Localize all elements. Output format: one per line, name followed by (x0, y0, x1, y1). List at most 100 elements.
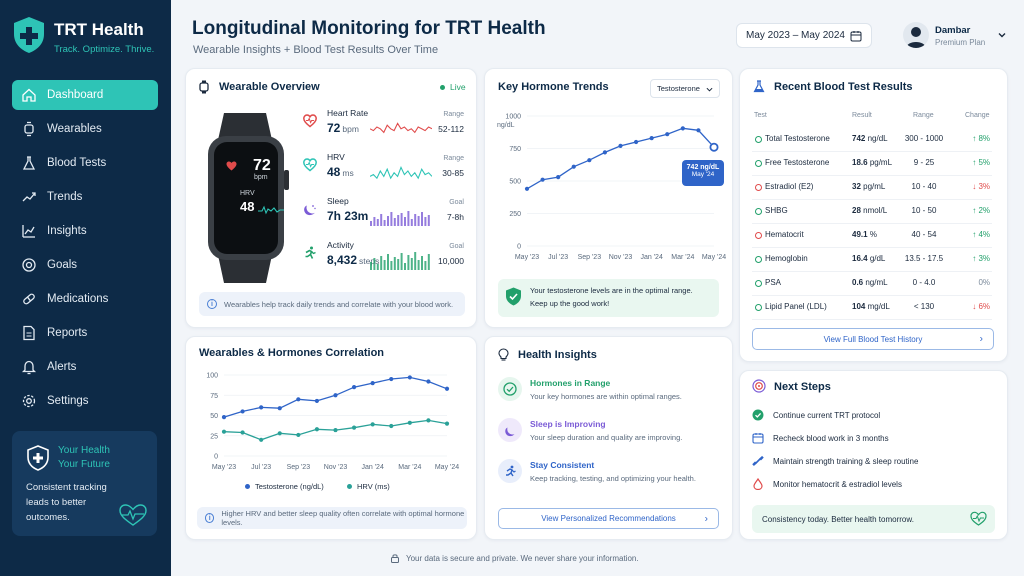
sidebar-item-alerts[interactable]: Alerts (12, 352, 158, 382)
wearable-note-text: Wearables help track daily trends and co… (224, 299, 454, 309)
metric-sparkline (370, 252, 430, 270)
dumbbell-icon (752, 455, 764, 466)
data-point[interactable] (277, 406, 282, 411)
flask-icon (753, 80, 765, 93)
data-point[interactable] (333, 393, 338, 398)
hormone-select[interactable]: Testosterone (650, 79, 720, 98)
data-point[interactable] (444, 386, 450, 391)
correlation-title: Wearables & Hormones Correlation (199, 347, 385, 359)
info-icon: i (207, 299, 217, 309)
data-point[interactable] (426, 418, 431, 423)
table-row[interactable]: Free Testosterone 18.6 pg/mL 9 - 25 ↑ 5% (752, 152, 992, 176)
watch-heart-rate-unit: bpm (254, 174, 268, 181)
data-point[interactable] (444, 421, 450, 426)
test-name: Hematocrit (765, 230, 804, 239)
data-point[interactable] (540, 177, 545, 182)
correlation-line-chart: 0 25 50 75 100 May '23 Jul '23 Sep '23 Nov '23 Ja… (206, 373, 459, 472)
table-row[interactable]: PSA 0.6 ng/mL 0 - 4.0 0% (752, 272, 992, 296)
result-value: 28 (852, 206, 861, 215)
view-recommendations-button[interactable]: View Personalized Recommendations › (498, 508, 719, 529)
table-row[interactable]: SHBG 28 nmol/L 10 - 50 ↑ 2% (752, 200, 992, 224)
result-unit: ng/dL (867, 134, 888, 143)
data-point[interactable] (259, 405, 264, 410)
table-row[interactable]: Hemoglobin 16.4 g/dL 13.5 - 17.5 ↑ 3% (752, 248, 992, 272)
data-point[interactable] (296, 432, 301, 438)
brand-name: TRT Health (54, 20, 144, 39)
sidebar-item-blood-tests[interactable]: Blood Tests (12, 148, 158, 178)
x-tick-label: May '24 (435, 464, 459, 471)
data-point[interactable] (602, 150, 608, 155)
wearable-note: i Wearables help track daily trends and c… (199, 292, 465, 316)
change-arrow: ↑ (972, 134, 979, 143)
brand[interactable]: TRT Health Track. Optimize. Thrive. (12, 14, 167, 64)
sidebar-item-wearables[interactable]: Wearables (12, 114, 158, 144)
sidebar-item-medications[interactable]: Medications (12, 284, 158, 314)
target-icon (22, 258, 36, 272)
metric-number: 8,432 (327, 253, 358, 267)
test-result: 0.6 ng/mL (852, 278, 888, 287)
data-point[interactable] (633, 139, 639, 145)
table-row[interactable]: Estradiol (E2) 32 pg/mL 10 - 40 ↓ 3% (752, 176, 992, 200)
data-point[interactable] (333, 427, 338, 433)
data-point[interactable] (389, 376, 394, 382)
data-point[interactable] (407, 375, 412, 380)
data-point[interactable] (524, 186, 530, 191)
data-point[interactable] (314, 427, 320, 432)
data-point[interactable] (696, 128, 701, 133)
x-tick-label: Sep '23 (578, 254, 602, 261)
chevron-down-icon (706, 87, 713, 92)
data-point[interactable] (221, 415, 227, 420)
table-row[interactable]: Lipid Panel (LDL) 104 mg/dL < 130 ↓ 6% (752, 296, 992, 320)
y-tick-label: 25 (210, 433, 218, 440)
data-point[interactable] (259, 437, 264, 442)
change-value: 4% (978, 230, 990, 239)
data-point[interactable] (556, 175, 561, 180)
data-point[interactable] (618, 143, 623, 148)
next-step-text: Recheck blood work in 3 months (773, 433, 889, 443)
data-point[interactable] (407, 420, 412, 425)
user-menu[interactable]: Dambar Premium Plan (903, 22, 1013, 52)
data-point[interactable] (389, 423, 394, 429)
y-tick-label: 1000 (505, 114, 521, 121)
sidebar-item-label: Alerts (47, 361, 77, 373)
table-row[interactable]: Total Testosterone 742 ng/dL 300 - 1000 ↑ 8… (752, 128, 992, 152)
sidebar-item-reports[interactable]: Reports (12, 318, 158, 348)
running-icon (303, 246, 317, 260)
data-point[interactable] (240, 409, 245, 414)
next-step-text: Continue current TRT protocol (773, 410, 881, 420)
change-value: 5% (978, 158, 990, 167)
data-point[interactable] (426, 379, 431, 384)
sidebar-item-goals[interactable]: Goals (12, 250, 158, 280)
sidebar-item-settings[interactable]: Settings (12, 386, 158, 416)
change-value: 6% (978, 302, 990, 311)
data-point[interactable] (680, 126, 685, 131)
next-step-item: Continue current TRT protocol (752, 409, 880, 421)
data-point[interactable] (296, 397, 301, 402)
sidebar-item-trends[interactable]: Trends (12, 182, 158, 212)
view-blood-history-button[interactable]: View Full Blood Test History › (752, 328, 994, 350)
sidebar-item-dashboard[interactable]: Dashboard (12, 80, 158, 110)
data-point[interactable] (277, 431, 282, 436)
next-step-text: Monitor hematocrit & estradiol levels (773, 479, 902, 489)
data-point[interactable] (314, 398, 320, 404)
data-point[interactable] (221, 429, 227, 434)
metric-label: Activity (327, 240, 354, 250)
data-point[interactable] (351, 385, 357, 390)
data-point[interactable] (370, 422, 375, 427)
user-name: Dambar (935, 25, 971, 36)
data-point[interactable] (351, 425, 357, 430)
col-header-test: Test (754, 112, 767, 119)
change-arrow: ↓ (972, 182, 979, 191)
data-point[interactable] (370, 381, 375, 386)
date-range-picker[interactable]: May 2023 – May 2024 (736, 23, 872, 48)
x-tick-label: Jan '24 (640, 254, 662, 261)
data-point[interactable] (649, 136, 654, 141)
table-row[interactable]: Hematocrit 49.1 % 40 - 54 ↑ 4% (752, 224, 992, 248)
data-point[interactable] (571, 164, 576, 169)
data-point[interactable] (665, 132, 670, 137)
sidebar-item-insights[interactable]: Insights (12, 216, 158, 246)
data-point[interactable] (709, 142, 719, 152)
data-point[interactable] (240, 430, 245, 435)
avatar (903, 22, 929, 48)
data-point[interactable] (587, 158, 592, 163)
